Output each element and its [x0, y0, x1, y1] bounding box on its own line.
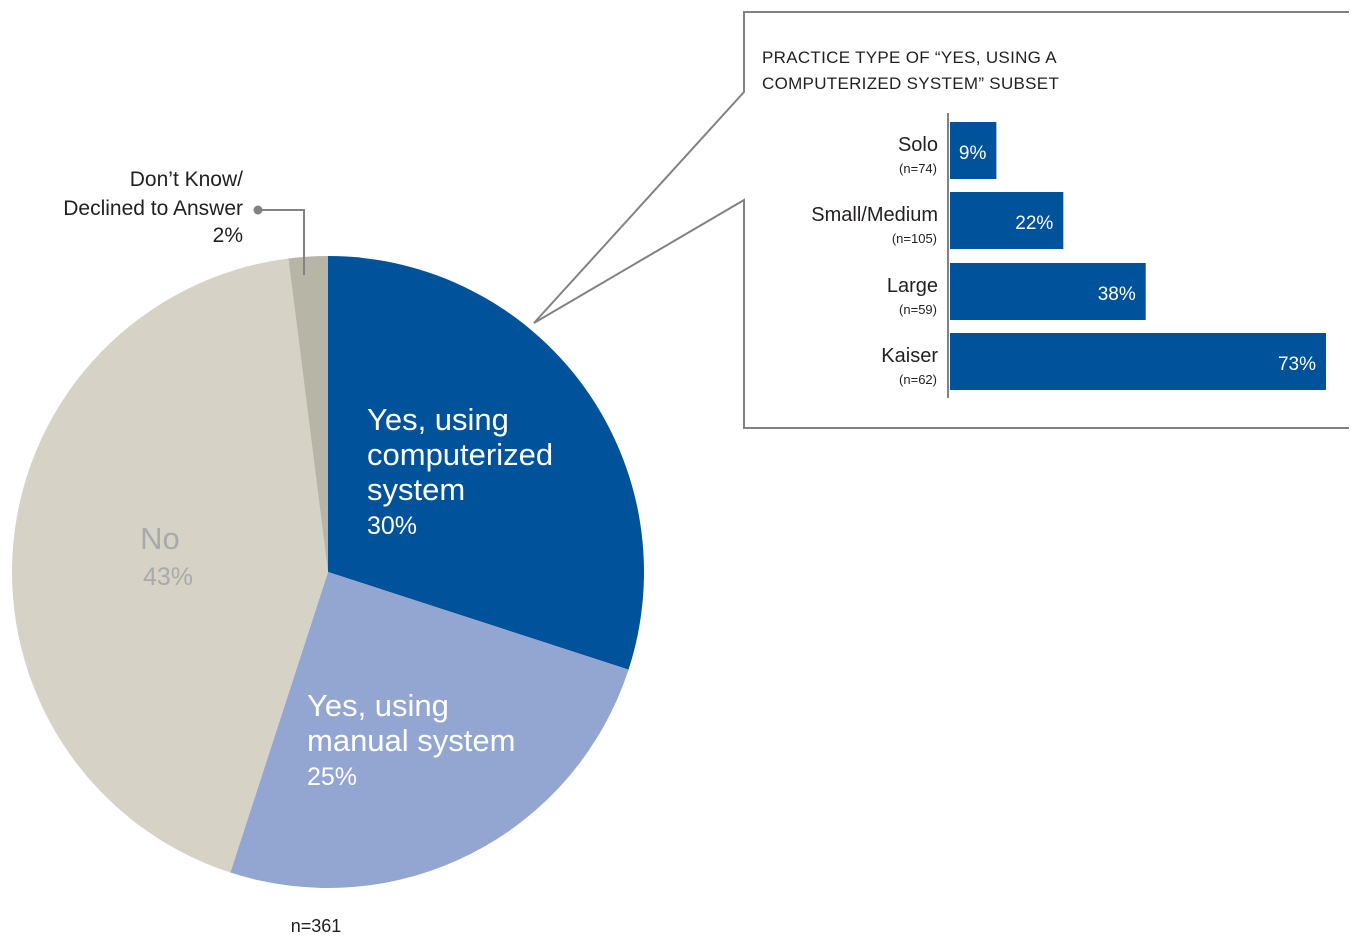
bar-category-label: Small/Medium	[811, 204, 938, 226]
manual-pct: 25%	[307, 763, 357, 791]
computerized-pct: 30%	[367, 512, 417, 540]
bar-value-label: 73%	[1278, 354, 1316, 375]
bar-category-label: Kaiser	[881, 345, 938, 367]
callout-border-top	[533, 11, 1349, 324]
bar-kaiser	[950, 333, 1326, 390]
computerized-label-line-2: computerized	[367, 437, 553, 472]
bar-sample-label: (n=105)	[892, 231, 937, 246]
pie-slice-computerized	[328, 256, 644, 670]
callout-border-bottom	[533, 198, 1349, 429]
no-pct: 43%	[143, 563, 193, 591]
bar-category-label: Solo	[898, 134, 938, 156]
bar-sample-label: (n=74)	[899, 161, 937, 176]
bar-category-label: Large	[887, 275, 938, 297]
bar-sample-label: (n=62)	[899, 372, 937, 387]
pie-slice-manual	[230, 572, 629, 889]
inset-callout	[533, 11, 1349, 429]
bar-sample-label: (n=59)	[899, 302, 937, 317]
manual-label-line-1: Yes, using	[307, 688, 449, 723]
bar-value-label: 38%	[1098, 284, 1136, 305]
pie-slice-dont-know	[288, 256, 328, 572]
dont-know-leader-line	[258, 209, 305, 275]
pie-slice-no	[11, 258, 329, 873]
bar-solo	[950, 122, 997, 179]
no-label: No	[140, 521, 180, 556]
computerized-label-line-3: system	[367, 472, 465, 507]
inset-title-line-2: COMPUTERIZED SYSTEM” SUBSET	[762, 74, 1059, 93]
bar-value-label: 9%	[959, 143, 987, 164]
bar-small-medium	[950, 192, 1064, 249]
bar-large	[950, 263, 1146, 320]
bar-chart: PRACTICE TYPE OF “YES, USING A COMPUTERIZ…	[762, 48, 1326, 398]
dont-know-label-line-2: Declined to Answer	[63, 197, 243, 220]
inset-title-line-1: PRACTICE TYPE OF “YES, USING A	[762, 48, 1057, 67]
manual-label-line-2: manual system	[307, 723, 515, 758]
bar-value-label: 22%	[1015, 213, 1053, 234]
dont-know-pct: 2%	[213, 224, 243, 247]
sample-size-label: n=361	[291, 916, 342, 936]
computerized-label-line-1: Yes, using	[367, 402, 509, 437]
dont-know-label-line-1: Don’t Know/	[130, 168, 243, 191]
